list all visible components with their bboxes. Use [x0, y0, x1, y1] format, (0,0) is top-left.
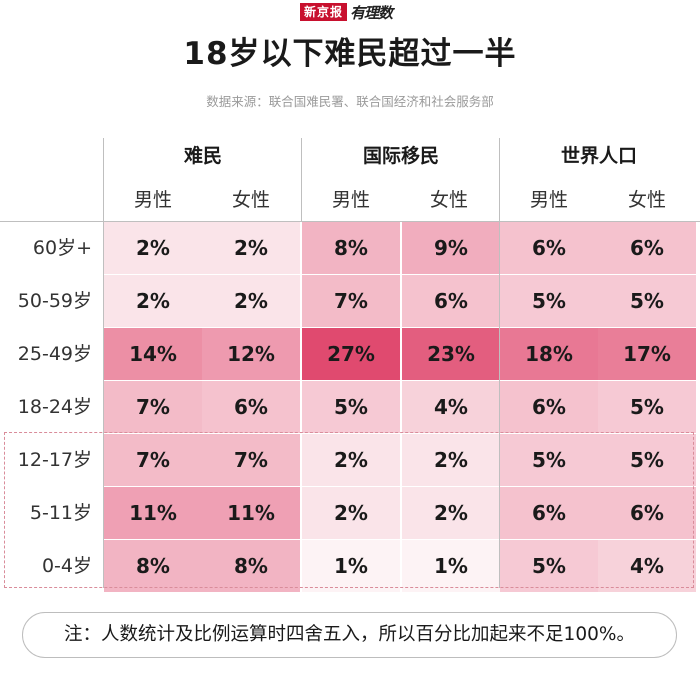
- data-cell: 7%: [202, 434, 300, 486]
- data-cell: 2%: [402, 434, 500, 486]
- data-cell: 8%: [302, 222, 400, 274]
- data-cell: 11%: [202, 487, 300, 539]
- data-cell: 9%: [402, 222, 500, 274]
- brand-name: 新京报: [300, 3, 348, 21]
- data-cell: 2%: [402, 487, 500, 539]
- group-header: 国际移民: [362, 145, 439, 167]
- data-cell: 8%: [104, 540, 202, 592]
- column-header: 女性: [429, 189, 468, 211]
- grid-line: [499, 138, 500, 588]
- data-cell: 5%: [500, 434, 598, 486]
- data-cell: 6%: [500, 222, 598, 274]
- data-source: 数据来源：联合国难民署、联合国经济和社会服务部: [206, 94, 494, 109]
- data-cell: 6%: [500, 381, 598, 433]
- row-label: 0-4岁: [41, 555, 92, 577]
- row-label: 5-11岁: [29, 502, 92, 524]
- data-cell: 2%: [302, 434, 400, 486]
- column-header: 男性: [133, 189, 172, 211]
- row-label: 25-49岁: [17, 343, 92, 365]
- data-cell: 27%: [302, 328, 400, 380]
- data-cell: 5%: [500, 275, 598, 327]
- data-cell: 8%: [202, 540, 300, 592]
- data-cell: 5%: [598, 434, 696, 486]
- brand-logo: 新京报 有理数: [300, 3, 393, 22]
- data-cell: 6%: [402, 275, 500, 327]
- data-cell: 5%: [500, 540, 598, 592]
- data-cell: 18%: [500, 328, 598, 380]
- grid-line: [0, 221, 700, 222]
- data-cell: 1%: [402, 540, 500, 592]
- data-cell: 17%: [598, 328, 696, 380]
- under-18-highlight-box: [4, 432, 694, 588]
- data-cell: 5%: [302, 381, 400, 433]
- column-header: 女性: [231, 189, 270, 211]
- data-cell: 2%: [202, 275, 300, 327]
- data-cell: 6%: [598, 487, 696, 539]
- data-cell: 12%: [202, 328, 300, 380]
- grid-line: [103, 138, 104, 588]
- data-cell: 7%: [104, 381, 202, 433]
- footnote: 注：人数统计及比例运算时四舍五入，所以百分比加起来不足100%。: [22, 612, 677, 658]
- column-header: 女性: [627, 189, 666, 211]
- data-cell: 5%: [598, 381, 696, 433]
- data-cell: 7%: [104, 434, 202, 486]
- row-label: 60岁+: [32, 237, 92, 259]
- group-header: 世界人口: [560, 145, 637, 167]
- data-cell: 2%: [202, 222, 300, 274]
- data-cell: 6%: [202, 381, 300, 433]
- row-label: 18-24岁: [17, 396, 92, 418]
- data-cell: 4%: [402, 381, 500, 433]
- data-cell: 1%: [302, 540, 400, 592]
- data-cell: 2%: [302, 487, 400, 539]
- data-cell: 11%: [104, 487, 202, 539]
- column-header: 男性: [529, 189, 568, 211]
- row-label: 50-59岁: [17, 290, 92, 312]
- data-cell: 2%: [104, 222, 202, 274]
- data-cell: 7%: [302, 275, 400, 327]
- grid-line: [301, 138, 302, 222]
- data-cell: 6%: [500, 487, 598, 539]
- row-label: 12-17岁: [17, 449, 92, 471]
- data-cell: 6%: [598, 222, 696, 274]
- page-title: 18岁以下难民超过一半: [183, 36, 517, 72]
- data-cell: 23%: [402, 328, 500, 380]
- data-cell: 5%: [598, 275, 696, 327]
- data-cell: 4%: [598, 540, 696, 592]
- data-cell: 2%: [104, 275, 202, 327]
- brand-column-name: 有理数: [350, 3, 393, 22]
- column-header: 男性: [331, 189, 370, 211]
- group-header: 难民: [183, 145, 222, 167]
- data-cell: 14%: [104, 328, 202, 380]
